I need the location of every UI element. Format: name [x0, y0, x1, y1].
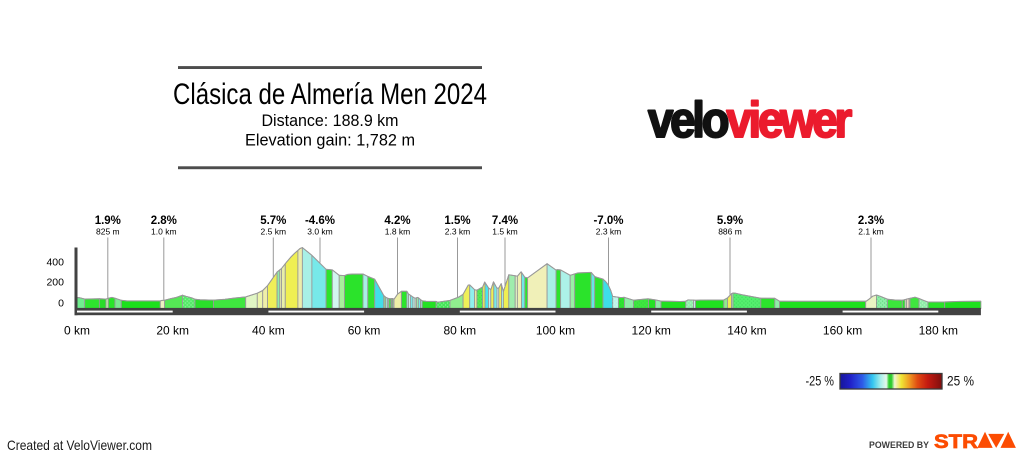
svg-text:20 km: 20 km	[156, 324, 189, 338]
svg-text:4.2%: 4.2%	[384, 215, 410, 227]
svg-text:825 m: 825 m	[96, 227, 120, 237]
svg-text:180 km: 180 km	[919, 324, 958, 338]
svg-text:2.5 km: 2.5 km	[261, 227, 287, 237]
svg-text:25 %: 25 %	[947, 374, 974, 389]
svg-text:2.3%: 2.3%	[858, 215, 884, 227]
svg-text:100 km: 100 km	[536, 324, 575, 338]
svg-text:-4.6%: -4.6%	[305, 215, 335, 227]
svg-text:140 km: 140 km	[727, 324, 766, 338]
svg-text:2.3 km: 2.3 km	[445, 227, 471, 237]
svg-text:60 km: 60 km	[348, 324, 381, 338]
svg-text:1.0 km: 1.0 km	[151, 227, 177, 237]
svg-text:7.4%: 7.4%	[492, 215, 518, 227]
svg-text:0 km: 0 km	[64, 324, 90, 338]
svg-text:2.1 km: 2.1 km	[858, 227, 884, 237]
svg-text:Elevation gain: 1,782 m: Elevation gain: 1,782 m	[245, 131, 415, 149]
svg-text:400: 400	[46, 257, 64, 269]
svg-text:Created at VeloViewer.com: Created at VeloViewer.com	[7, 438, 152, 453]
svg-text:120 km: 120 km	[632, 324, 671, 338]
svg-text:5.7%: 5.7%	[260, 215, 286, 227]
svg-text:veloviewer: veloviewer	[648, 92, 852, 148]
svg-text:1.5%: 1.5%	[444, 215, 470, 227]
svg-text:-7.0%: -7.0%	[593, 215, 623, 227]
svg-text:5.9%: 5.9%	[717, 215, 743, 227]
svg-text:886 m: 886 m	[718, 227, 742, 237]
svg-text:40 km: 40 km	[252, 324, 285, 338]
svg-text:160 km: 160 km	[823, 324, 862, 338]
svg-text:0: 0	[58, 298, 64, 310]
svg-text:1.5 km: 1.5 km	[492, 227, 518, 237]
svg-text:2.8%: 2.8%	[151, 215, 177, 227]
svg-text:Clásica de Almería Men 2024: Clásica de Almería Men 2024	[173, 78, 487, 111]
svg-text:-25 %: -25 %	[806, 374, 835, 389]
svg-text:200: 200	[46, 277, 64, 289]
svg-text:STR: STR	[934, 432, 978, 453]
svg-text:POWERED BY: POWERED BY	[869, 440, 930, 451]
svg-text:1.8 km: 1.8 km	[385, 227, 411, 237]
svg-text:3.0 km: 3.0 km	[307, 227, 333, 237]
svg-text:2.3 km: 2.3 km	[596, 227, 622, 237]
svg-text:1.9%: 1.9%	[95, 215, 121, 227]
svg-text:Distance: 188.9 km: Distance: 188.9 km	[262, 112, 399, 130]
svg-text:80 km: 80 km	[443, 324, 476, 338]
